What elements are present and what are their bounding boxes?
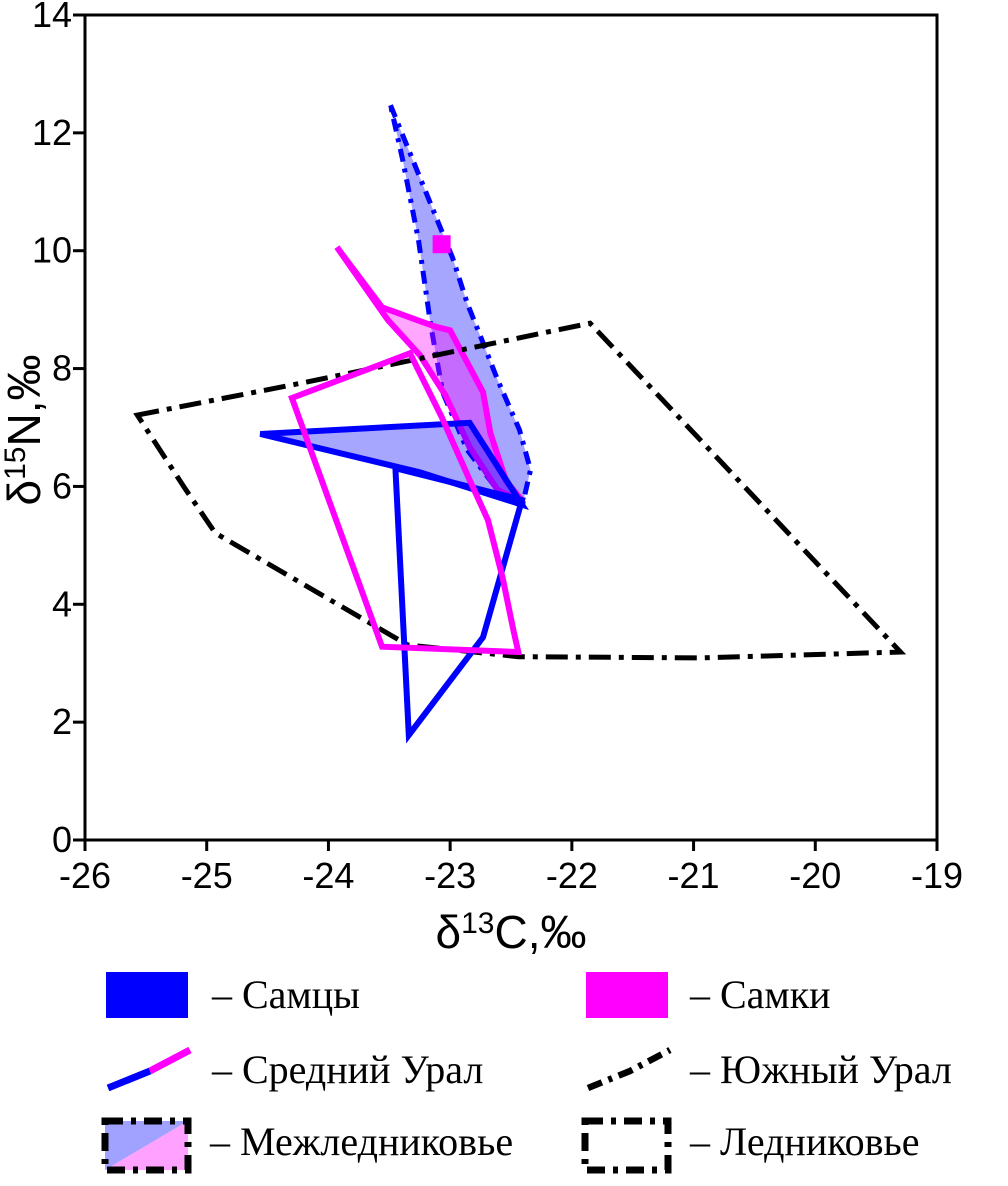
svg-text:-21: -21	[668, 855, 720, 896]
svg-text:-26: -26	[59, 855, 111, 896]
series-shapes	[133, 104, 907, 744]
legend-label-interglacial: – Межледниковье	[209, 1119, 513, 1164]
female-point-marker	[432, 235, 451, 254]
svg-text:-25: -25	[181, 855, 233, 896]
legend-swatch-interglacial	[101, 1117, 192, 1174]
legend-label-glacial: – Ледниковье	[689, 1119, 920, 1164]
legend-swatch-glacial	[581, 1117, 672, 1174]
svg-text:4: 4	[52, 583, 72, 624]
svg-text:6: 6	[52, 465, 72, 506]
svg-text:8: 8	[52, 348, 72, 389]
y-axis-label: δ15N,‰	[0, 355, 50, 506]
svg-text:10: 10	[32, 230, 72, 271]
legend: – Самцы – Самки – Средний Урал – Южный У…	[101, 972, 952, 1174]
svg-text:-23: -23	[424, 855, 476, 896]
svg-text:-20: -20	[789, 855, 841, 896]
svg-text:-24: -24	[302, 855, 354, 896]
legend-swatch-southern-urals	[586, 1047, 672, 1092]
axis-ticks	[73, 13, 939, 851]
svg-text:-19: -19	[911, 855, 963, 896]
legend-swatch-middle-urals	[106, 1046, 192, 1092]
plot-box	[83, 13, 939, 842]
legend-label-males: – Самцы	[211, 972, 360, 1017]
x-axis-label: δ13C,‰	[436, 906, 587, 958]
legend-swatch-males	[106, 972, 188, 1018]
legend-label-southern-urals: – Южный Урал	[689, 1047, 952, 1092]
glacial-females-middle-urals-outline	[288, 349, 523, 656]
legend-label-females: – Самки	[689, 972, 831, 1017]
svg-text:2: 2	[52, 701, 72, 742]
glacial-males-middle-urals-outline	[392, 464, 526, 744]
female-point-marker	[432, 235, 451, 254]
svg-text:0: 0	[52, 819, 72, 860]
svg-text:14: 14	[32, 0, 72, 35]
svg-text:-22: -22	[546, 855, 598, 896]
axis-tick-labels: -26 -25 -24 -23 -22 -21 -20 -19 0 2 4 6 8 10 12 14	[32, 0, 963, 896]
svg-text:12: 12	[32, 112, 72, 153]
glacial-southern-urals-outline	[133, 320, 907, 661]
legend-label-middle-urals: – Средний Урал	[211, 1047, 483, 1092]
interglacial-males-southern-urals	[388, 104, 534, 512]
legend-swatch-females	[586, 972, 668, 1018]
